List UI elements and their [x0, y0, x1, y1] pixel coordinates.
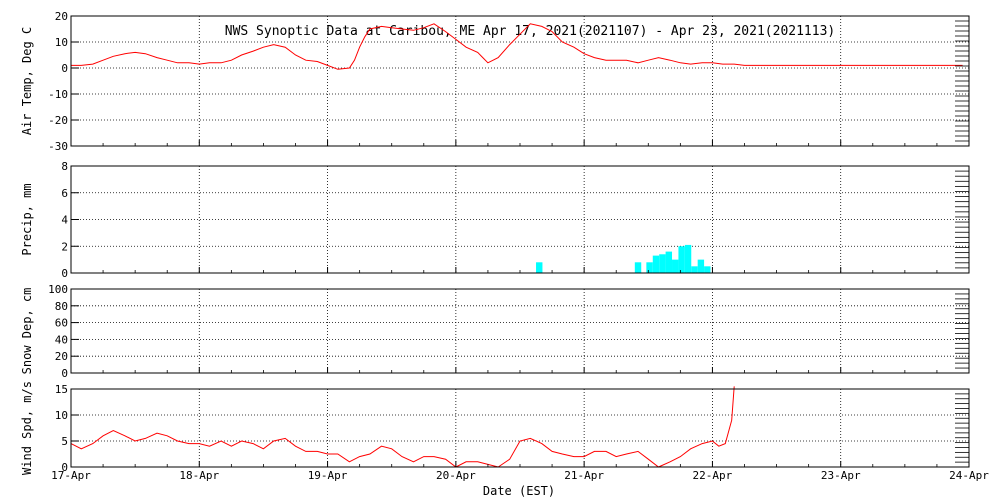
precip-bar	[684, 244, 692, 273]
precip-bar	[646, 262, 653, 273]
panel-air-temp: 20 10 0 -10 -20 -30 Air Temp, Deg C	[20, 10, 970, 153]
y-tick-label: 20	[55, 350, 68, 363]
precip-bar	[665, 251, 673, 273]
panel-frame	[70, 388, 970, 468]
x-tick-label: 23-Apr	[821, 469, 861, 482]
x-tick-label: 20-Apr	[436, 469, 476, 482]
air-temp-y-axis-label: Air Temp, Deg C	[20, 27, 34, 135]
x-tick-label: 21-Apr	[564, 469, 604, 482]
precip-bar	[678, 246, 685, 273]
precip-bar	[536, 262, 543, 273]
y-tick-label: 0	[61, 267, 68, 280]
air-temp-line	[71, 23, 963, 70]
y-tick-label: 6	[61, 187, 68, 200]
wind-speed-y-axis-label: Wind Spd, m/s	[20, 381, 34, 475]
y-tick-label: 5	[61, 435, 68, 448]
panel-frame	[70, 165, 970, 274]
precip-bar	[634, 262, 642, 273]
x-axis-label: Date (EST)	[483, 484, 555, 498]
precip-y-axis-label: Precip, mm	[20, 183, 34, 255]
panel-wind-speed: 15 10 5 0 Wind Spd, m/s	[20, 381, 970, 475]
x-tick-label: 19-Apr	[308, 469, 348, 482]
precip-bar	[652, 255, 660, 273]
y-tick-label: 100	[48, 283, 68, 296]
y-tick-label: 80	[55, 300, 68, 313]
y-tick-label: -30	[48, 140, 68, 153]
precip-bar	[672, 259, 679, 273]
y-tick-label: 10	[55, 409, 68, 422]
precip-bar	[659, 254, 666, 273]
panel-frame	[70, 288, 970, 374]
panel-precip: 8 6 4 2 0 Precip, mm	[20, 160, 970, 280]
y-tick-label: 0	[61, 461, 68, 474]
precip-bar	[704, 266, 711, 273]
precip-bar	[691, 266, 698, 273]
x-tick-label: 18-Apr	[179, 469, 219, 482]
x-tick-label: 24-Apr	[949, 469, 989, 482]
y-tick-label: 0	[61, 367, 68, 380]
y-tick-label: 60	[55, 317, 68, 330]
y-tick-label: 0	[61, 62, 68, 75]
x-tick-label: 22-Apr	[693, 469, 733, 482]
y-tick-label: 4	[61, 214, 68, 227]
y-tick-label: 8	[61, 160, 68, 173]
y-tick-label: 10	[55, 36, 68, 49]
panel-snow-depth: 100 80 60 40 20 0 Snow Dep, cm	[20, 283, 970, 380]
chart-title: NWS Synoptic Data at Caribou, ME Apr 17,…	[225, 24, 835, 39]
x-tick-label: 17-Apr	[51, 469, 91, 482]
y-tick-label: 2	[61, 240, 68, 253]
snow-depth-y-axis-label: Snow Dep, cm	[20, 288, 34, 375]
y-tick-label: 15	[55, 383, 68, 396]
wind-speed-line	[70, 386, 735, 468]
y-tick-label: 20	[55, 10, 68, 23]
y-tick-label: -10	[48, 88, 68, 101]
precip-bar	[697, 259, 705, 273]
y-tick-label: -20	[48, 114, 68, 127]
y-tick-label: 40	[55, 333, 68, 346]
